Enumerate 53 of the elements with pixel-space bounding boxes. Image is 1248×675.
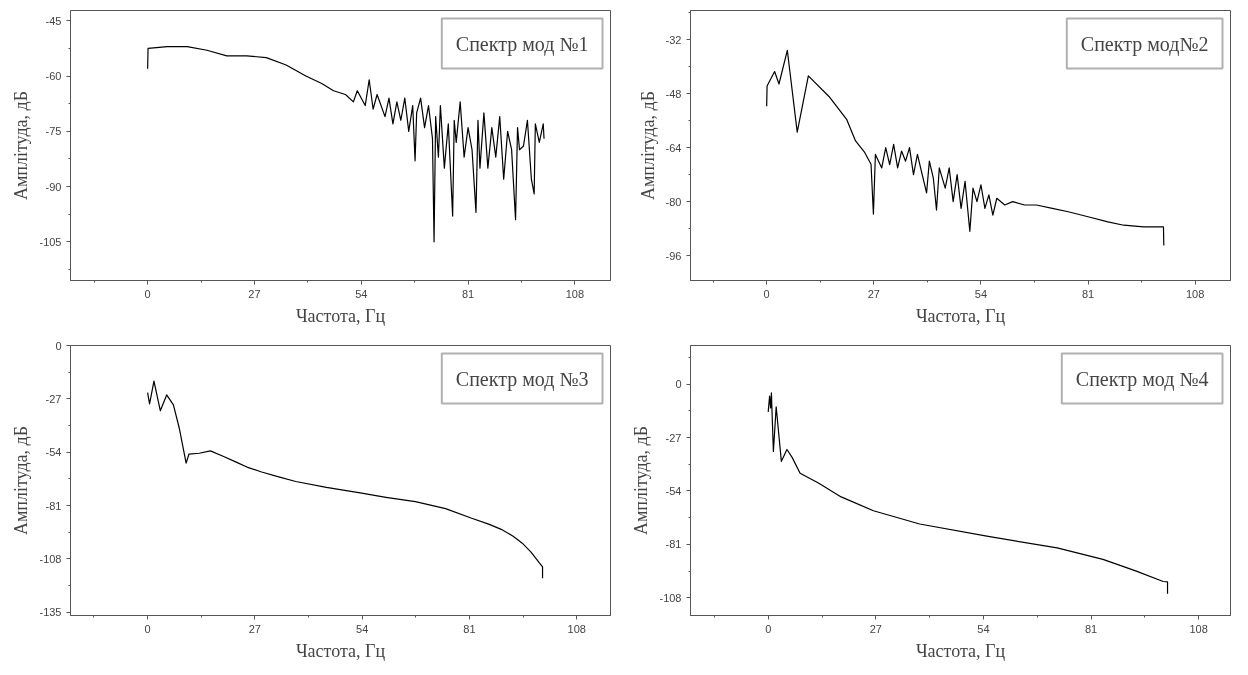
x-tick-label: 108: [565, 287, 585, 300]
x-tick-label: 81: [461, 287, 475, 300]
x-tick-label: 0: [763, 287, 770, 300]
y-tick-label: -48: [665, 87, 682, 100]
x-tick-label: 27: [869, 622, 882, 635]
y-tick-label: -27: [665, 431, 682, 444]
y-tick-label: -32: [665, 33, 682, 46]
x-tick-label: 108: [567, 622, 586, 635]
y-tick-label: -27: [45, 392, 62, 405]
x-axis-title: Частота, Гц: [915, 640, 1006, 661]
y-tick-label: -60: [45, 70, 62, 83]
x-tick-label: 27: [248, 287, 261, 300]
y-tick-label: -45: [45, 14, 62, 27]
y-axis-title: Амплітуда, дБ: [637, 90, 658, 201]
text: Спектр мод №1: [455, 32, 589, 56]
text: Спектр мод№2: [1080, 32, 1209, 56]
y-tick-label: -105: [39, 235, 62, 248]
x-tick-label: 81: [1084, 622, 1098, 635]
x-axis-title: Частота, Гц: [915, 305, 1006, 326]
y-tick-label: -96: [665, 249, 682, 262]
y-tick-label: -135: [39, 606, 62, 619]
x-tick-label: 27: [867, 287, 880, 300]
y-tick-label: -54: [665, 484, 682, 497]
x-tick-label: 108: [1186, 287, 1205, 300]
y-tick-label: -108: [659, 591, 682, 604]
x-tick-label: 81: [1081, 287, 1095, 300]
y-tick-label: -64: [665, 141, 682, 154]
x-tick-label: 0: [144, 622, 151, 635]
x-tick-label: 54: [356, 622, 369, 635]
x-axis-title: Частота, Гц: [295, 640, 386, 661]
y-tick-label: -108: [39, 552, 62, 565]
y-tick-label: -90: [45, 180, 62, 193]
y-tick-label: 0: [55, 339, 62, 352]
x-tick-label: 54: [974, 287, 988, 300]
x-tick-label: 81: [463, 622, 476, 635]
text: Спектр мод №4: [1075, 367, 1209, 391]
y-axis-title: Амплітуда, дБ: [11, 90, 32, 201]
y-tick-label: 0: [675, 378, 682, 391]
x-tick-label: 27: [248, 622, 261, 635]
y-tick-label: -75: [45, 125, 62, 138]
y-tick-label: -81: [665, 538, 682, 551]
text: Спектр мод №3: [455, 367, 589, 391]
x-tick-label: 0: [144, 287, 151, 300]
x-tick-label: 0: [765, 622, 772, 635]
x-tick-label: 108: [1189, 622, 1208, 635]
y-tick-label: -81: [45, 499, 62, 512]
y-axis-title: Амплітуда, дБ: [11, 425, 32, 536]
y-axis-title: Амплітуда, дБ: [631, 425, 652, 536]
x-tick-label: 54: [977, 622, 990, 635]
y-tick-label: -80: [665, 195, 682, 208]
x-axis-title: Частота, Гц: [295, 305, 386, 326]
x-tick-label: 54: [355, 287, 368, 300]
y-tick-label: -54: [45, 446, 62, 459]
